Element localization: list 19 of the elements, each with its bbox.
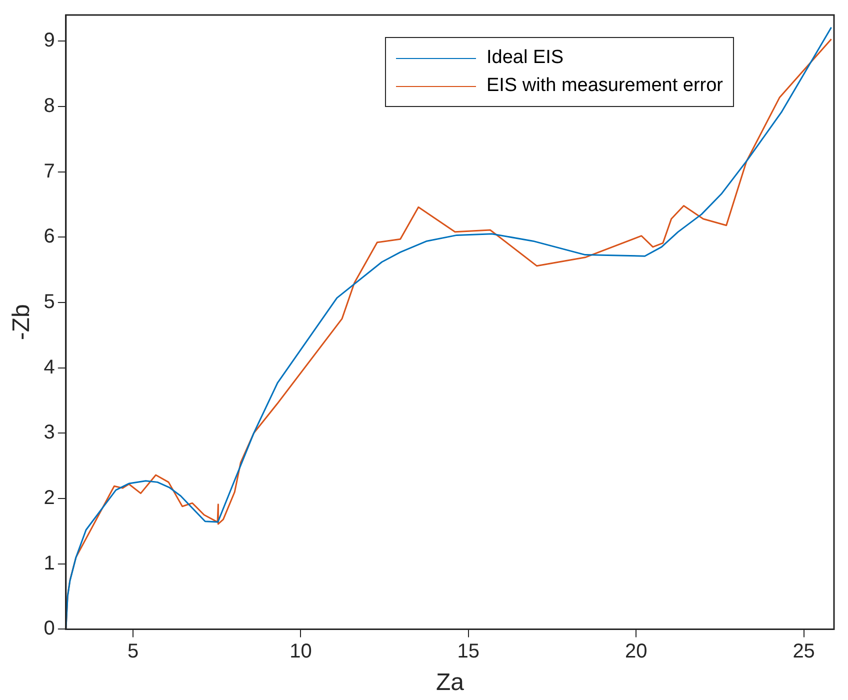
y-tick-label: 5: [44, 291, 55, 314]
x-tick-label: 20: [624, 640, 648, 663]
y-tick-label: 4: [44, 356, 55, 378]
y-axis-title: -Zb: [8, 304, 36, 340]
y-tick-label: 7: [44, 160, 55, 182]
y-tick-label: 8: [44, 94, 55, 117]
y-tick-label: 0: [44, 618, 55, 640]
y-tick-label: 2: [44, 487, 55, 510]
y-tick-label: 9: [44, 30, 55, 52]
legend-label: EIS with measurement error: [486, 74, 723, 98]
y-tick-label: 6: [44, 226, 55, 248]
x-tick-label: 15: [457, 640, 480, 663]
y-tick-label: 1: [44, 552, 55, 574]
y-tick-label: 3: [44, 422, 55, 444]
legend-label: Ideal EIS: [486, 46, 564, 70]
x-tick-label: 25: [792, 640, 815, 663]
x-tick-label: 5: [127, 640, 139, 663]
x-tick-label: 10: [290, 640, 312, 663]
x-axis-title: Za: [436, 669, 465, 696]
